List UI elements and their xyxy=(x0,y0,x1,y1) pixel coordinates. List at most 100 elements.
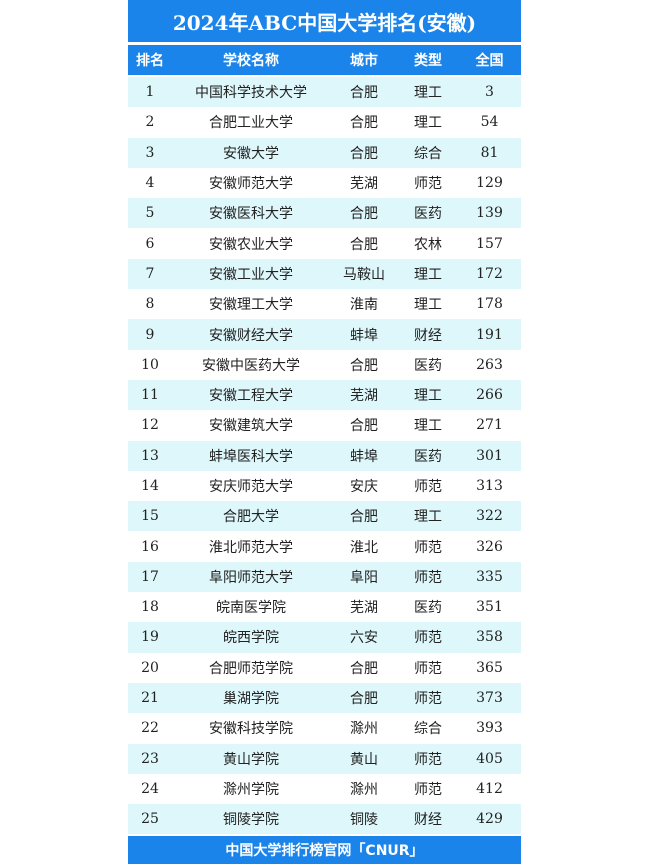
ranking-table: 2024年ABC中国大学排名(安徽) 排名 学校名称 城市 类型 全国 1 中国科… xyxy=(128,0,521,864)
table-row: 22 安徽科技学院 滁州 综合 393 xyxy=(128,713,521,743)
cell-school: 合肥工业大学 xyxy=(209,115,293,132)
cell-school: 安徽科技学院 xyxy=(209,721,293,738)
cell-rank: 24 xyxy=(141,780,159,797)
cell-rank: 17 xyxy=(141,568,159,585)
header-city: 城市 xyxy=(350,53,378,69)
cell-city: 铜陵 xyxy=(350,812,378,829)
cell-city: 合肥 xyxy=(350,509,378,526)
cell-type: 师范 xyxy=(414,630,442,647)
cell-city: 阜阳 xyxy=(350,569,378,586)
cell-school: 安徽大学 xyxy=(223,145,279,162)
cell-rank: 2 xyxy=(145,114,155,131)
cell-school: 安徽建筑大学 xyxy=(209,418,293,435)
cell-rank: 9 xyxy=(145,326,155,343)
cell-national: 54 xyxy=(480,114,499,131)
header-rank: 排名 xyxy=(136,53,164,69)
cell-type: 医药 xyxy=(414,206,442,223)
cell-school: 巢湖学院 xyxy=(223,691,279,708)
cell-national: 412 xyxy=(476,780,503,797)
table-row: 8 安徽理工大学 淮南 理工 178 xyxy=(128,289,521,319)
table-row: 15 合肥大学 合肥 理工 322 xyxy=(128,501,521,532)
header-type: 类型 xyxy=(414,53,442,69)
cell-national: 351 xyxy=(476,599,503,616)
cell-type: 财经 xyxy=(414,327,442,344)
cell-national: 129 xyxy=(476,175,503,192)
cell-school: 蚌埠医科大学 xyxy=(209,448,293,465)
cell-rank: 18 xyxy=(141,599,159,616)
cell-national: 3 xyxy=(485,84,494,101)
cell-city: 合肥 xyxy=(350,115,378,132)
table-row: 23 黄山学院 黄山 师范 405 xyxy=(128,743,521,774)
cell-rank: 20 xyxy=(141,659,159,676)
cell-national: 393 xyxy=(476,720,503,737)
cell-national: 263 xyxy=(476,356,503,373)
cell-national: 191 xyxy=(476,326,503,343)
table-row: 18 皖南医学院 芜湖 医药 351 xyxy=(128,592,521,622)
cell-city: 蚌埠 xyxy=(350,327,378,344)
cell-city: 马鞍山 xyxy=(343,266,385,283)
cell-national: 326 xyxy=(476,538,503,555)
cell-type: 理工 xyxy=(414,115,442,132)
cell-rank: 21 xyxy=(141,690,159,707)
cell-rank: 3 xyxy=(145,144,155,161)
cell-type: 农林 xyxy=(414,236,442,253)
cell-national: 266 xyxy=(476,387,503,404)
cell-type: 医药 xyxy=(414,600,442,617)
cell-rank: 12 xyxy=(141,417,159,434)
cell-rank: 8 xyxy=(145,296,155,313)
cell-school: 皖西学院 xyxy=(223,630,279,647)
cell-city: 合肥 xyxy=(350,357,378,374)
cell-rank: 15 xyxy=(141,508,159,525)
cell-type: 师范 xyxy=(414,660,442,677)
table-row: 2 合肥工业大学 合肥 理工 54 xyxy=(128,107,521,137)
cell-type: 财经 xyxy=(414,812,442,829)
cell-city: 六安 xyxy=(350,630,378,647)
cell-type: 师范 xyxy=(414,569,442,586)
table-row: 10 安徽中医药大学 合肥 医药 263 xyxy=(128,350,521,380)
cell-school: 淮北师范大学 xyxy=(209,539,293,556)
cell-national: 157 xyxy=(476,235,503,252)
cell-rank: 23 xyxy=(141,750,159,767)
table-row: 12 安徽建筑大学 合肥 理工 271 xyxy=(128,410,521,440)
cell-city: 蚌埠 xyxy=(350,448,378,465)
cell-type: 理工 xyxy=(414,266,442,283)
cell-type: 理工 xyxy=(414,509,442,526)
cell-rank: 16 xyxy=(141,538,159,555)
cell-rank: 11 xyxy=(141,387,159,404)
cell-type: 师范 xyxy=(414,479,442,495)
cell-city: 滁州 xyxy=(350,781,378,798)
cell-school: 皖南医学院 xyxy=(216,600,286,617)
cell-type: 师范 xyxy=(414,176,442,193)
cell-city: 淮北 xyxy=(350,539,378,556)
cell-rank: 1 xyxy=(145,84,155,101)
cell-city: 合肥 xyxy=(350,418,378,435)
cell-school: 安徽工程大学 xyxy=(209,388,293,405)
cell-city: 合肥 xyxy=(350,145,378,162)
cell-national: 139 xyxy=(476,205,503,222)
table-row: 5 安徽医科大学 合肥 医药 139 xyxy=(128,198,521,229)
cell-rank: 22 xyxy=(141,720,159,737)
cell-city: 滁州 xyxy=(350,721,378,738)
cell-type: 师范 xyxy=(414,751,442,768)
cell-type: 师范 xyxy=(414,691,442,708)
table-row: 3 安徽大学 合肥 综合 81 xyxy=(128,137,521,168)
cell-rank: 5 xyxy=(145,205,155,222)
cell-school: 安徽财经大学 xyxy=(209,327,293,344)
cell-rank: 25 xyxy=(141,811,159,828)
cell-school: 合肥大学 xyxy=(223,509,279,526)
cell-national: 358 xyxy=(476,629,503,646)
cell-national: 301 xyxy=(476,447,503,464)
cell-national: 322 xyxy=(476,508,503,525)
table-row: 13 蚌埠医科大学 蚌埠 医药 301 xyxy=(128,440,521,471)
table-row: 24 滁州学院 滁州 师范 412 xyxy=(128,774,521,804)
cell-school: 中国科学技术大学 xyxy=(195,85,307,102)
cell-city: 芜湖 xyxy=(350,388,378,405)
cell-national: 365 xyxy=(476,659,503,676)
cell-school: 安徽理工大学 xyxy=(209,297,293,314)
table-row: 21 巢湖学院 合肥 师范 373 xyxy=(128,682,521,714)
cell-national: 429 xyxy=(476,811,503,828)
cell-national: 271 xyxy=(476,417,503,434)
cell-school: 安徽医科大学 xyxy=(209,206,293,223)
cell-national: 313 xyxy=(476,478,503,494)
table-row: 19 皖西学院 六安 师范 358 xyxy=(128,622,521,653)
